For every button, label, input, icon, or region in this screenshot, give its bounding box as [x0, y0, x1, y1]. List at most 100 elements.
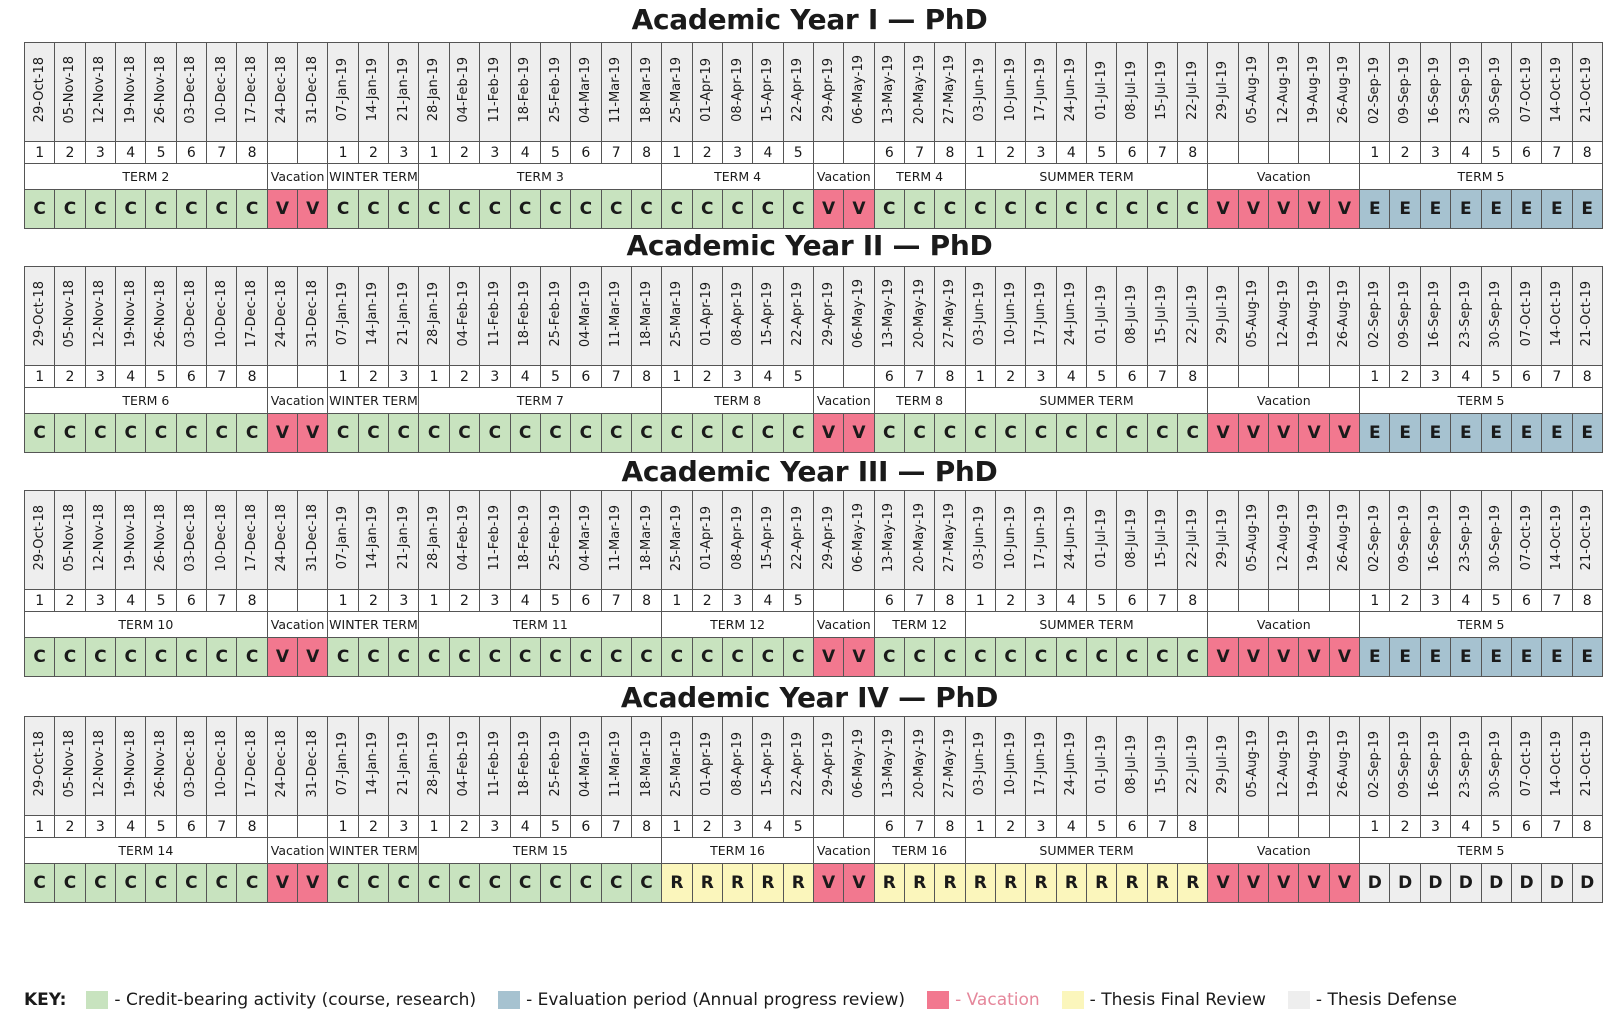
week-number-cell	[297, 141, 329, 164]
activity-code-cell: V	[266, 413, 299, 453]
date-cell: 28-Jan-19	[418, 266, 450, 366]
week-number-cell: 8	[630, 365, 663, 388]
date-label: 18-Mar-19	[638, 280, 654, 348]
week-number-cell: 5	[782, 365, 814, 388]
activity-code-cell: C	[1146, 637, 1179, 677]
date-label: 10-Dec-18	[213, 56, 229, 124]
date-cell: 14-Oct-19	[1541, 716, 1573, 816]
date-label: 30-Sep-19	[1488, 730, 1504, 798]
week-number-cell	[1298, 589, 1330, 612]
date-cell: 19-Aug-19	[1298, 266, 1330, 366]
date-label: 16-Sep-19	[1427, 504, 1443, 572]
term-cell: TERM 12	[873, 611, 966, 638]
week-number-cell: 2	[691, 815, 723, 838]
date-label: 04-Feb-19	[456, 505, 472, 571]
week-number-cell: 6	[873, 365, 905, 388]
date-label: 12-Nov-18	[92, 730, 108, 798]
week-number-cell	[1207, 141, 1239, 164]
date-label: 03-Jun-19	[972, 58, 988, 122]
date-cell: 08-Apr-19	[721, 266, 754, 366]
week-number-cell: 5	[145, 365, 177, 388]
date-cell: 21-Oct-19	[1571, 716, 1603, 816]
term-cell: TERM 7	[418, 387, 663, 414]
key-text: - Evaluation period (Annual progress rev…	[526, 990, 906, 1010]
week-number-cell: 4	[1055, 589, 1088, 612]
date-cell: 04-Feb-19	[448, 490, 481, 590]
date-label: 04-Mar-19	[577, 504, 593, 572]
date-cell: 07-Oct-19	[1510, 266, 1543, 366]
date-label: 15-Apr-19	[759, 506, 775, 570]
date-cell: 14-Oct-19	[1541, 266, 1573, 366]
activity-code-cell: E	[1359, 189, 1391, 229]
date-label: 07-Oct-19	[1518, 731, 1534, 797]
term-row: TERM 6 Vacation WINTER TERM TERM 7 TERM 8 Vac…	[24, 387, 1603, 414]
date-cell: 25-Mar-19	[661, 266, 693, 366]
week-number-cell: 6	[1510, 141, 1543, 164]
activity-code-cell: C	[1086, 189, 1118, 229]
date-cell: 22-Jul-19	[1177, 716, 1209, 816]
date-cell: 08-Apr-19	[721, 716, 754, 816]
date-cell: 01-Apr-19	[691, 266, 723, 366]
week-number-cell: 3	[84, 365, 117, 388]
week-number-cell: 3	[721, 589, 754, 612]
week-number-cell: 3	[479, 365, 511, 388]
week-number-cell: 7	[1146, 365, 1179, 388]
activity-code-cell: C	[539, 189, 572, 229]
week-number-cell: 8	[236, 141, 268, 164]
week-number-cell: 4	[752, 589, 784, 612]
date-cell: 03-Jun-19	[964, 266, 997, 366]
date-cell: 24-Jun-19	[1055, 716, 1088, 816]
activity-code-cell: C	[903, 413, 936, 453]
date-cell: 12-Aug-19	[1268, 42, 1300, 142]
date-label: 05-Nov-18	[62, 280, 78, 348]
date-cell: 04-Feb-19	[448, 266, 481, 366]
term-cell: Vacation	[266, 837, 329, 864]
activity-code-cell: E	[1571, 413, 1603, 453]
week-number-cell	[266, 365, 299, 388]
activity-code-cell: C	[175, 189, 208, 229]
week-number-cell: 4	[1450, 589, 1482, 612]
week-number-cell	[1328, 365, 1361, 388]
date-label: 14-Oct-19	[1548, 281, 1564, 347]
date-cell: 03-Jun-19	[964, 42, 997, 142]
term-cell: Vacation	[266, 611, 329, 638]
date-label: 24-Jun-19	[1063, 58, 1079, 122]
activity-code-cell: C	[388, 189, 420, 229]
date-label: 01-Jul-19	[1093, 284, 1109, 344]
date-label: 01-Jul-19	[1093, 60, 1109, 120]
activity-code-cell: R	[1055, 863, 1088, 903]
date-cell: 06-May-19	[843, 716, 875, 816]
date-label: 11-Feb-19	[486, 57, 502, 123]
date-cell: 07-Jan-19	[327, 42, 359, 142]
week-number-cell	[1328, 141, 1361, 164]
date-label: 24-Dec-18	[274, 504, 290, 572]
week-number-cell: 7	[206, 815, 238, 838]
date-cell: 22-Jul-19	[1177, 42, 1209, 142]
date-label: 29-Apr-19	[820, 732, 836, 796]
date-cell: 15-Jul-19	[1146, 42, 1179, 142]
term-cell: Vacation	[1207, 611, 1361, 638]
week-number-cell: 2	[54, 815, 86, 838]
date-label: 29-Oct-18	[31, 281, 47, 347]
activity-code-cell: V	[1328, 413, 1361, 453]
term-cell: WINTER TERM	[327, 611, 420, 638]
date-label: 15-Jul-19	[1154, 734, 1170, 794]
week-number-cell: 8	[934, 589, 966, 612]
week-number-cell: 8	[934, 365, 966, 388]
week-number-cell: 4	[1450, 141, 1482, 164]
activity-code-cell: D	[1389, 863, 1421, 903]
date-label: 15-Jul-19	[1154, 508, 1170, 568]
date-cell: 25-Mar-19	[661, 42, 693, 142]
date-label: 19-Aug-19	[1306, 504, 1322, 572]
date-cell: 22-Jul-19	[1177, 266, 1209, 366]
activity-code-cell: C	[570, 189, 602, 229]
date-cell: 04-Mar-19	[570, 490, 602, 590]
date-cell: 25-Feb-19	[539, 490, 572, 590]
activity-code-cell: C	[509, 863, 541, 903]
date-label: 18-Mar-19	[638, 504, 654, 572]
date-label: 22-Apr-19	[790, 58, 806, 122]
week-number-cell: 7	[206, 141, 238, 164]
date-cell: 09-Sep-19	[1389, 42, 1421, 142]
date-cell: 26-Nov-18	[145, 716, 177, 816]
date-cell: 18-Feb-19	[509, 490, 541, 590]
